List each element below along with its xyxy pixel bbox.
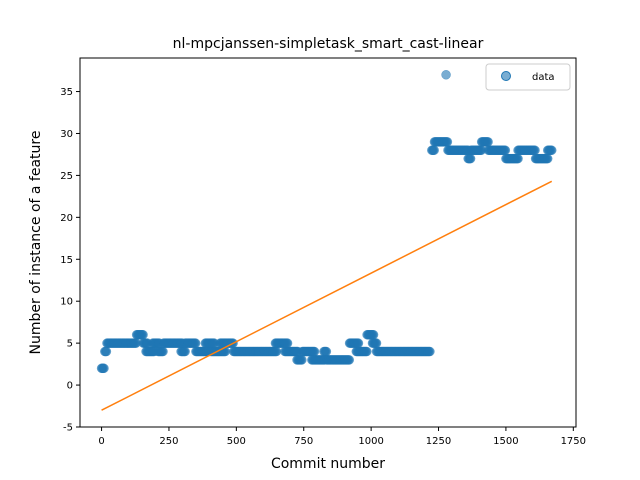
legend-marker-data — [501, 71, 511, 81]
x-tick-label: 1500 — [493, 436, 518, 447]
y-tick-label: 10 — [60, 297, 73, 308]
legend-box — [485, 63, 571, 91]
data-point — [441, 70, 451, 80]
x-tick-label: 1750 — [561, 436, 586, 447]
y-tick-label: 5 — [67, 339, 73, 350]
data-point — [271, 346, 282, 357]
data-point — [138, 330, 148, 340]
data-point — [500, 145, 511, 155]
data-point — [321, 346, 332, 357]
data-point — [425, 346, 435, 357]
plot-area — [96, 70, 557, 411]
data-point — [180, 346, 190, 357]
data-point — [353, 338, 364, 348]
fit-line — [101, 180, 553, 411]
x-tick-label: 500 — [227, 436, 246, 447]
x-tick-label: 1250 — [426, 436, 451, 447]
data-point — [371, 338, 382, 348]
x-tick-label: 250 — [159, 436, 178, 447]
data-point — [530, 145, 540, 155]
y-tick-label: 35 — [60, 87, 73, 98]
y-axis-ticks: -5 0 5 10 15 20 25 30 35 — [60, 87, 80, 434]
chart-title: nl-mpcjanssen-simpletask_smart_cast-line… — [173, 36, 484, 52]
data-point — [442, 137, 453, 147]
data-point — [190, 338, 201, 348]
y-tick-label: 25 — [60, 171, 73, 182]
data-point — [99, 363, 109, 374]
data-point — [513, 153, 523, 164]
data-point — [429, 145, 439, 155]
y-axis-label: Number of instance of a feature — [28, 131, 44, 355]
data-point — [309, 346, 320, 357]
data-point — [362, 346, 372, 357]
x-axis-label: Commit number — [271, 456, 385, 472]
data-point — [542, 153, 553, 164]
y-tick-label: 0 — [67, 381, 73, 392]
x-axis-ticks: 0 250 500 750 1000 1250 1500 1750 — [98, 427, 586, 447]
axes-frame — [79, 57, 577, 428]
x-tick-label: 1000 — [358, 436, 383, 447]
y-tick-label: 15 — [60, 255, 73, 266]
data-point — [546, 145, 557, 155]
data-point — [297, 355, 307, 365]
y-tick-label: 20 — [60, 213, 73, 224]
data-point — [158, 346, 168, 357]
legend: data — [485, 63, 571, 91]
x-tick-label: 0 — [98, 436, 104, 447]
x-tick-label: 750 — [294, 436, 313, 447]
data-point — [483, 137, 493, 147]
data-point — [465, 153, 476, 164]
data-point — [101, 346, 112, 357]
legend-label-data: data — [532, 72, 555, 83]
data-point — [344, 355, 355, 365]
data-point — [282, 338, 293, 348]
data-point — [368, 330, 379, 340]
y-tick-label: -5 — [63, 423, 73, 434]
y-tick-label: 30 — [60, 129, 73, 140]
